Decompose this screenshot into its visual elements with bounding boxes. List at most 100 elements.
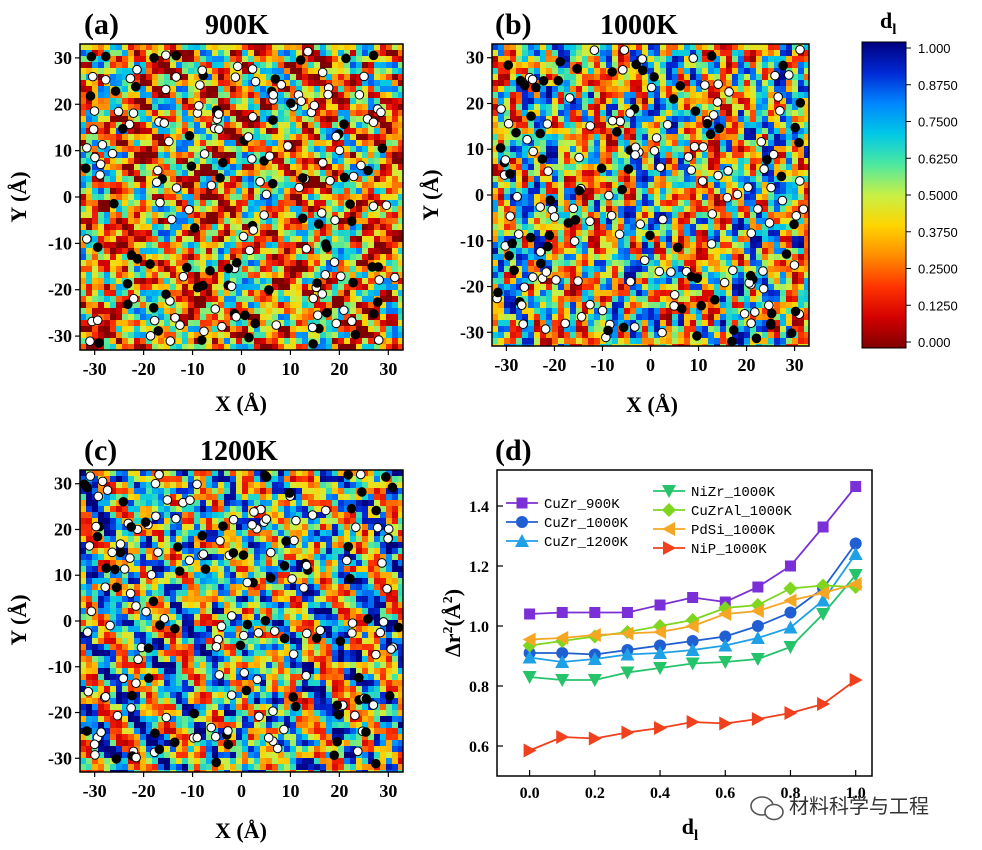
heatmap-cell	[260, 344, 267, 350]
heatmap-cell	[540, 230, 547, 237]
heatmap-cell	[320, 236, 327, 243]
panel-a-title: 900K	[205, 10, 269, 41]
heatmap-cell	[516, 146, 523, 153]
heatmap-cell	[726, 146, 733, 153]
heatmap-cell	[648, 158, 655, 165]
atom-white	[368, 201, 379, 212]
heatmap-cell	[80, 194, 87, 201]
heatmap-cell	[386, 344, 393, 350]
heatmap-cell	[392, 254, 399, 261]
heatmap-cell	[786, 80, 793, 87]
atom-white	[376, 107, 386, 118]
heatmap-cell	[720, 80, 727, 87]
heatmap-cell	[236, 146, 243, 153]
heatmap-cell	[344, 248, 351, 255]
heatmap-cell	[510, 158, 517, 165]
heatmap-cell	[522, 44, 529, 51]
heatmap-cell	[528, 200, 535, 207]
heatmap-cell	[804, 152, 809, 159]
heatmap-cell	[248, 314, 255, 321]
heatmap-cell	[756, 242, 763, 249]
heatmap-cell	[642, 182, 649, 189]
heatmap-cell	[248, 212, 255, 219]
heatmap-cell	[152, 296, 159, 303]
heatmap-cell	[362, 92, 369, 99]
heatmap-cell	[362, 212, 369, 219]
heatmap-cell	[588, 56, 595, 63]
heatmap-cell	[284, 152, 291, 159]
heatmap-cell	[176, 68, 183, 75]
heatmap-cell	[392, 68, 399, 75]
heatmap-cell	[374, 92, 381, 99]
heatmap-cell	[528, 164, 535, 171]
heatmap-cell	[750, 110, 757, 117]
heatmap-cell	[260, 326, 267, 333]
heatmap-cell	[200, 98, 207, 105]
heatmap-cell	[726, 80, 733, 87]
heatmap-cell	[356, 320, 363, 327]
heatmap-cell	[648, 188, 655, 195]
heatmap-cell	[666, 86, 673, 93]
heatmap-cell	[146, 140, 153, 147]
heatmap-cell	[230, 344, 237, 350]
heatmap-cell	[128, 62, 135, 69]
heatmap-cell	[122, 188, 129, 195]
heatmap-cell	[792, 74, 799, 81]
heatmap-cell	[522, 266, 529, 273]
heatmap-cell	[218, 152, 225, 159]
heatmap-cell	[738, 176, 745, 183]
heatmap-cell	[564, 182, 571, 189]
heatmap-cell	[750, 74, 757, 81]
heatmap-cell	[756, 80, 763, 87]
heatmap-cell	[762, 98, 769, 105]
heatmap-cell	[666, 92, 673, 99]
heatmap-cell	[116, 116, 123, 123]
heatmap-cell	[320, 248, 327, 255]
heatmap-cell	[236, 152, 243, 159]
heatmap-cell	[254, 260, 261, 267]
atom-black	[149, 53, 159, 63]
heatmap-cell	[272, 110, 279, 117]
heatmap-cell	[576, 140, 583, 147]
heatmap-cell	[110, 74, 117, 81]
heatmap-cell	[762, 176, 769, 183]
heatmap-cell	[750, 98, 757, 105]
heatmap-cell	[702, 236, 709, 243]
atom-black	[86, 51, 97, 62]
heatmap-cell	[504, 110, 511, 117]
heatmap-cell	[786, 176, 793, 183]
heatmap-cell	[362, 266, 369, 273]
heatmap-cell	[182, 344, 189, 350]
heatmap-cell	[194, 146, 201, 153]
heatmap-cell	[290, 50, 297, 57]
atom-white	[160, 84, 171, 95]
heatmap-cell	[386, 206, 393, 213]
heatmap-cell	[212, 218, 219, 225]
atom-white	[381, 200, 392, 211]
heatmap-cell	[116, 80, 123, 87]
atom-white	[271, 320, 282, 330]
heatmap-cell	[738, 74, 745, 81]
heatmap-cell	[248, 296, 255, 303]
heatmap-cell	[122, 158, 129, 165]
heatmap-cell	[774, 230, 781, 237]
heatmap-cell	[570, 104, 577, 111]
heatmap-cell	[182, 278, 189, 285]
heatmap-cell	[194, 200, 201, 207]
heatmap-cell	[188, 170, 195, 177]
heatmap-cell	[696, 68, 703, 75]
heatmap-cell	[672, 194, 679, 201]
heatmap-cell	[80, 200, 87, 207]
heatmap-cell	[104, 200, 111, 207]
heatmap-cell	[140, 176, 147, 183]
heatmap-cell	[540, 182, 547, 189]
heatmap-cell	[158, 332, 165, 339]
heatmap-cell	[86, 314, 93, 321]
heatmap-cell	[756, 98, 763, 105]
heatmap-cell	[218, 206, 225, 213]
heatmap-cell	[272, 134, 279, 141]
heatmap-cell	[690, 50, 697, 57]
heatmap-cell	[296, 128, 303, 135]
heatmap-cell	[86, 68, 93, 75]
heatmap-cell	[570, 200, 577, 207]
